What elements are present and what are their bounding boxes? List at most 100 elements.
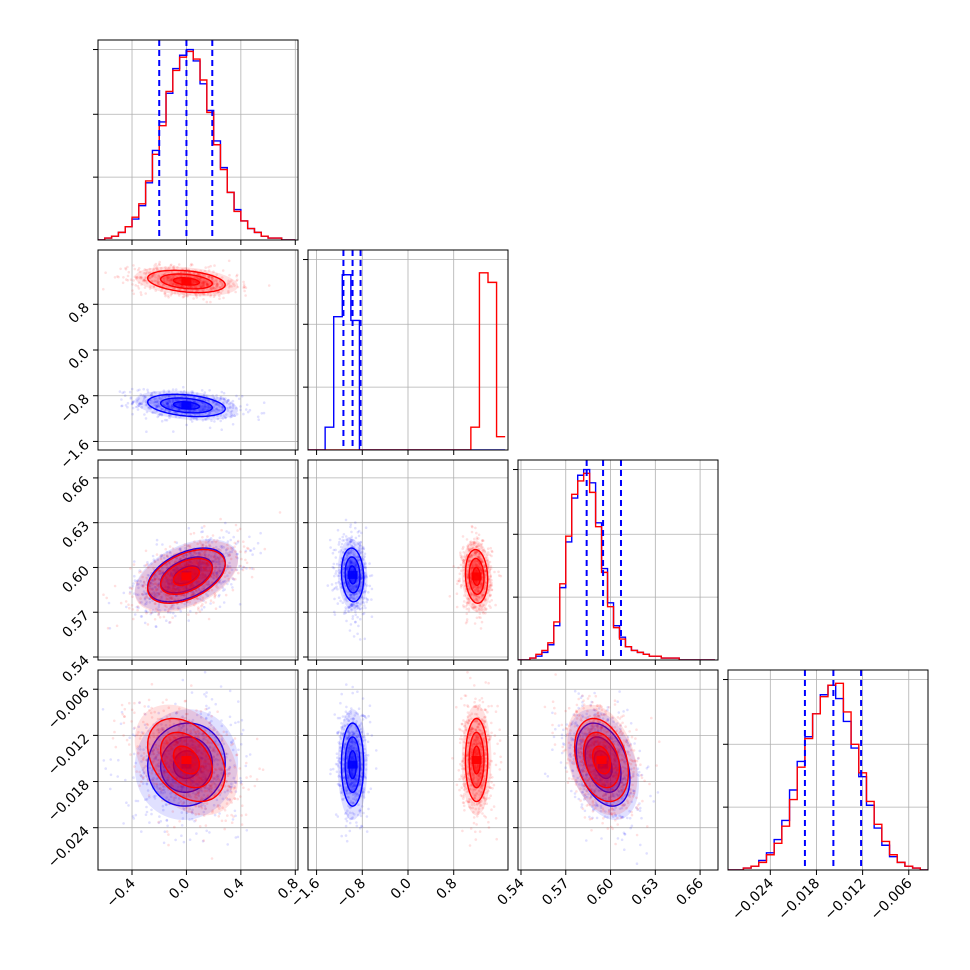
scatter-point	[343, 561, 346, 565]
scatter-point	[172, 265, 176, 268]
scatter-point	[459, 553, 462, 557]
scatter-point	[192, 281, 195, 285]
scatter-point	[183, 594, 186, 597]
panel-plot-area	[518, 460, 718, 660]
scatter-point	[345, 565, 349, 569]
scatter-point	[192, 572, 196, 575]
scatter-point	[480, 568, 483, 572]
scatter-point	[218, 569, 222, 573]
scatter-point	[179, 557, 183, 561]
scatter-point	[189, 583, 193, 587]
scatter-point	[230, 568, 234, 572]
scatter-point	[345, 619, 348, 623]
scatter-point	[198, 553, 201, 557]
scatter-point	[250, 567, 254, 570]
scatter-point	[471, 563, 474, 566]
scatter-point	[466, 582, 470, 586]
scatter-point	[190, 390, 193, 394]
scatter-point	[178, 547, 182, 551]
scatter-point	[203, 391, 207, 394]
scatter-point	[186, 562, 189, 566]
scatter-point	[244, 558, 247, 562]
scatter-point	[200, 281, 204, 285]
scatter-point	[201, 573, 205, 577]
scatter-point	[352, 538, 355, 542]
scatter-point	[239, 408, 242, 412]
scatter-point	[206, 563, 209, 566]
scatter-point	[142, 590, 146, 593]
scatter-point	[183, 586, 186, 590]
scatter-point	[207, 617, 211, 621]
scatter-point	[155, 543, 159, 546]
scatter-point	[210, 588, 214, 592]
scatter-point	[196, 561, 200, 564]
scatter-point	[188, 409, 191, 412]
scatter-point	[338, 563, 342, 567]
scatter-point	[364, 566, 367, 570]
scatter-point	[462, 559, 466, 562]
scatter-point	[360, 572, 363, 576]
scatter-point	[158, 585, 161, 589]
scatter-point	[229, 415, 232, 419]
scatter-point	[489, 575, 492, 579]
scatter-point	[333, 574, 336, 578]
scatter-point	[144, 564, 148, 567]
scatter-point	[348, 629, 352, 632]
scatter-point	[354, 563, 358, 567]
scatter-point	[162, 279, 166, 282]
scatter-point	[210, 560, 214, 564]
scatter-point	[242, 540, 245, 543]
scatter-point	[350, 586, 353, 590]
scatter-point	[170, 597, 174, 601]
scatter-point	[217, 569, 220, 573]
scatter-point	[169, 578, 173, 581]
scatter-point	[257, 418, 261, 422]
scatter-point	[206, 563, 210, 567]
scatter-point	[359, 617, 362, 621]
scatter-point	[205, 704, 208, 708]
scatter-point	[480, 608, 484, 612]
scatter-point	[244, 408, 248, 411]
scatter-point	[196, 584, 199, 587]
scatter-point	[160, 574, 164, 577]
scatter-point	[333, 610, 336, 614]
scatter-point	[148, 588, 151, 591]
scatter-point	[231, 404, 235, 408]
scatter-point	[486, 547, 490, 550]
scatter-point	[192, 572, 196, 575]
scatter-point	[175, 566, 179, 569]
scatter-point	[499, 574, 503, 578]
scatter-point	[352, 541, 356, 545]
scatter-point	[466, 573, 469, 577]
scatter-point	[157, 282, 160, 286]
scatter-point	[159, 557, 163, 561]
scatter-point	[358, 607, 362, 610]
scatter-point	[193, 413, 196, 417]
scatter-point	[202, 394, 206, 397]
scatter-point	[190, 561, 194, 565]
panel-frame	[97, 459, 299, 661]
scatter-point	[211, 534, 215, 537]
scatter-point	[163, 404, 166, 407]
scatter-point	[236, 556, 239, 560]
scatter-point	[164, 266, 167, 269]
scatter-point	[352, 603, 356, 606]
scatter-point	[152, 558, 156, 561]
scatter-point	[212, 559, 215, 563]
scatter-point	[338, 569, 341, 572]
scatter-point	[185, 295, 189, 298]
scatter-point	[143, 396, 146, 399]
scatter-point	[157, 397, 161, 401]
scatter-point	[471, 584, 474, 587]
scatter-point	[209, 282, 212, 285]
scatter-point	[192, 573, 195, 576]
scatter-point	[148, 821, 151, 824]
scatter-point	[199, 567, 202, 570]
scatter-point	[462, 605, 466, 609]
scatter-point	[171, 573, 175, 577]
scatter-point	[353, 584, 357, 588]
scatter-point	[481, 549, 485, 552]
scatter-point	[165, 593, 168, 596]
scatter-point	[109, 787, 112, 791]
scatter-point	[174, 415, 178, 418]
